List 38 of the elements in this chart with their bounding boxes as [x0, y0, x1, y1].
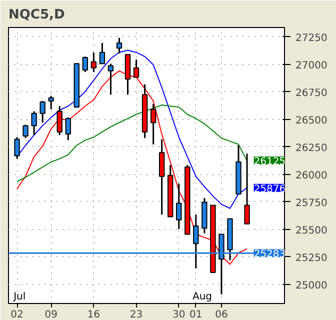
candlestick: [108, 62, 114, 96]
candlestick: [40, 100, 46, 124]
candlestick: [244, 152, 250, 225]
candlestick: [56, 105, 62, 136]
x-tick-label: 23: [130, 310, 143, 320]
y-tick-label: 26000: [296, 170, 328, 182]
y-tick-label: 25500: [296, 225, 328, 236]
y-tick-label: 25750: [296, 198, 328, 209]
y-tick-label: 25250: [296, 252, 328, 264]
candlestick: [90, 52, 97, 73]
x-tick-label: 01: [190, 310, 202, 320]
candlestick: [31, 110, 37, 136]
y-tick-label: 26750: [296, 88, 328, 99]
x-tick-label: 02: [10, 310, 24, 320]
candlestick: [14, 136, 20, 160]
chart-title: NQC5,D: [8, 8, 65, 22]
candlestick: [99, 42, 106, 64]
candlestick: [48, 95, 54, 110]
y-tick-label: 25000: [296, 280, 328, 292]
text: 26125: [254, 156, 286, 168]
x-tick-label: 30: [172, 310, 186, 320]
candlestick: [150, 103, 156, 146]
line-series: [16, 104, 248, 182]
y-tick-label: 27250: [296, 32, 328, 44]
candlestick: [22, 124, 28, 139]
y-tick-label: 26500: [296, 115, 328, 126]
annotation: Jul: [12, 292, 26, 302]
x-tick-label: 06: [215, 310, 228, 320]
candlestick: [176, 182, 182, 230]
x-tick-label: 16: [87, 310, 100, 320]
candlestick: [116, 37, 122, 54]
x-tick-label: 09: [44, 310, 58, 320]
candlestick: [65, 116, 71, 141]
y-tick-label: 27000: [296, 60, 328, 72]
y-tick-label: 26250: [296, 142, 328, 154]
annotation: Aug: [192, 292, 212, 302]
candlestick: [158, 138, 165, 216]
candlestick: [82, 56, 88, 73]
